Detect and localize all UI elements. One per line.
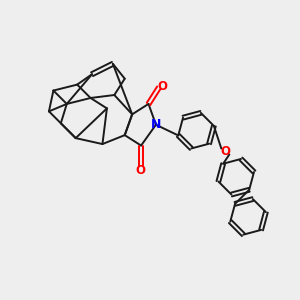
Text: O: O [158,80,167,93]
Text: N: N [152,118,162,131]
Text: O: O [136,164,146,177]
Text: O: O [221,145,231,158]
